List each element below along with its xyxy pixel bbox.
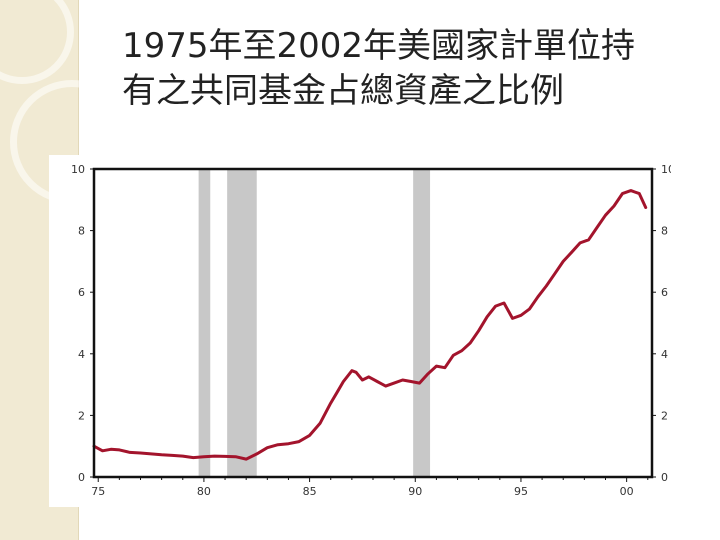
y-tick-label-left: 0 (78, 471, 85, 484)
recession-band-2 (227, 169, 257, 477)
x-tick-label: 00 (620, 485, 634, 498)
y-tick-label-right: 2 (661, 409, 668, 422)
x-tick-label: 90 (408, 485, 422, 498)
x-tick-label: 95 (514, 485, 528, 498)
y-tick-label-right: 6 (661, 286, 668, 299)
x-tick-label: 85 (303, 485, 317, 498)
recession-band-3 (413, 169, 431, 477)
x-tick-label: 80 (197, 485, 211, 498)
slide-title: 1975年至2002年美國家計單位持 有之共同基金占總資產之比例 (122, 24, 682, 114)
plot-frame (92, 167, 654, 479)
slide-title-line-1: 1975年至2002年美國家計單位持 (122, 26, 636, 66)
slide-title-line-2: 有之共同基金占總資產之比例 (122, 71, 564, 111)
chart-container: 00224466881010758085909500 (49, 155, 675, 507)
y-tick-label-left: 2 (78, 409, 85, 422)
recession-band-1 (198, 169, 211, 477)
line-chart: 00224466881010758085909500 (71, 163, 675, 498)
series-line (92, 189, 648, 461)
y-tick-label-left: 6 (78, 286, 85, 299)
y-tick-label-right: 8 (661, 225, 668, 238)
y-tick-label-right: 10 (661, 163, 671, 176)
y-tick-label-left: 4 (78, 348, 85, 361)
y-tick-label-right: 0 (661, 471, 668, 484)
decorative-circle-top (0, 0, 74, 84)
y-tick-label-right: 4 (661, 348, 668, 361)
y-tick-label-left: 8 (78, 225, 85, 238)
x-tick-label: 75 (91, 485, 105, 498)
y-tick-label-left: 10 (71, 163, 85, 176)
